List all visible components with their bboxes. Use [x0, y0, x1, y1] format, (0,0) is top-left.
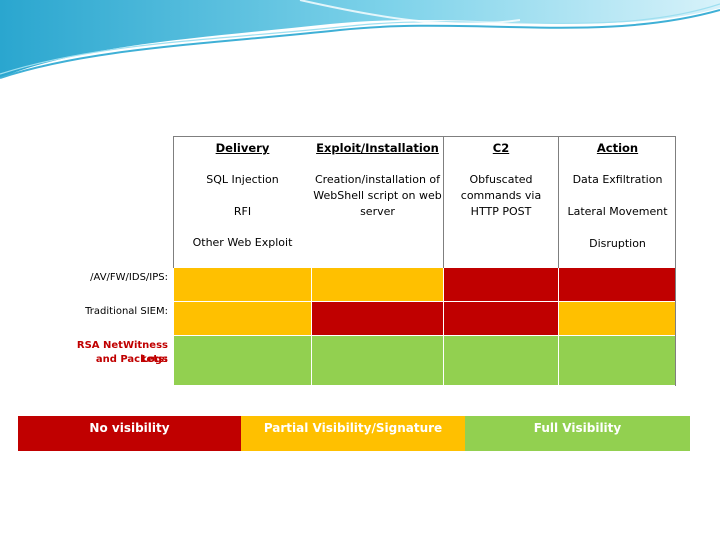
- legend-full-visibility: Full Visibility: [465, 416, 690, 451]
- visibility-matrix: Delivery Exploit/Installation C2 Action …: [58, 136, 676, 386]
- cell-none-visibility: [559, 268, 676, 302]
- grid-col-action-left: [558, 136, 559, 268]
- cell-full-visibility: [174, 336, 312, 386]
- cell-partial-visibility: [174, 302, 312, 336]
- cell-partial-visibility: [174, 268, 312, 302]
- column-header-action: Action: [596, 141, 639, 155]
- c2-item: Obfuscated: [469, 173, 533, 186]
- row-label-av-fw-ids-ips: /AV/FW/IDS/IPS:: [90, 272, 168, 283]
- visibility-legend: No visibility Partial Visibility/Signatu…: [18, 416, 690, 451]
- grid-left: [173, 136, 174, 268]
- legend-no-visibility: No visibility: [18, 416, 241, 451]
- action-item: Data Exfiltration: [572, 173, 663, 186]
- delivery-item: SQL Injection: [206, 173, 279, 186]
- grid-col-c2-left: [443, 136, 444, 268]
- column-header-exploit-installation: Exploit/Installation: [316, 141, 439, 155]
- cell-none-visibility: [444, 302, 559, 336]
- exploit-item: Creation/installation of: [314, 173, 441, 186]
- action-item: Lateral Movement: [567, 205, 668, 218]
- delivery-item: Other Web Exploit: [192, 236, 293, 249]
- row-label-rsa-netwitness-line2: and Packets:: [95, 354, 168, 365]
- exploit-item: server: [360, 205, 395, 218]
- legend-partial-visibility: Partial Visibility/Signature: [241, 416, 465, 451]
- column-header-delivery: Delivery: [215, 141, 270, 155]
- cell-none-visibility: [444, 268, 559, 302]
- action-item: Disruption: [589, 237, 646, 250]
- cell-full-visibility: [312, 336, 444, 386]
- row-label-traditional-siem: Traditional SIEM:: [85, 306, 168, 317]
- cell-full-visibility: [444, 336, 559, 386]
- exploit-item: WebShell script on web: [313, 189, 442, 202]
- cell-partial-visibility: [312, 268, 444, 302]
- decorative-header-swoosh: [0, 0, 720, 79]
- column-header-c2: C2: [492, 141, 510, 155]
- grid-top: [173, 136, 676, 137]
- cell-partial-visibility: [559, 302, 676, 336]
- cell-none-visibility: [312, 302, 444, 336]
- grid-right: [675, 136, 676, 386]
- delivery-item: RFI: [233, 205, 252, 218]
- c2-item: commands via: [460, 189, 542, 202]
- row-label-rsa-netwitness-line1: RSA NetWitness Logs: [76, 340, 168, 365]
- c2-item: HTTP POST: [470, 205, 532, 218]
- cell-full-visibility: [559, 336, 676, 386]
